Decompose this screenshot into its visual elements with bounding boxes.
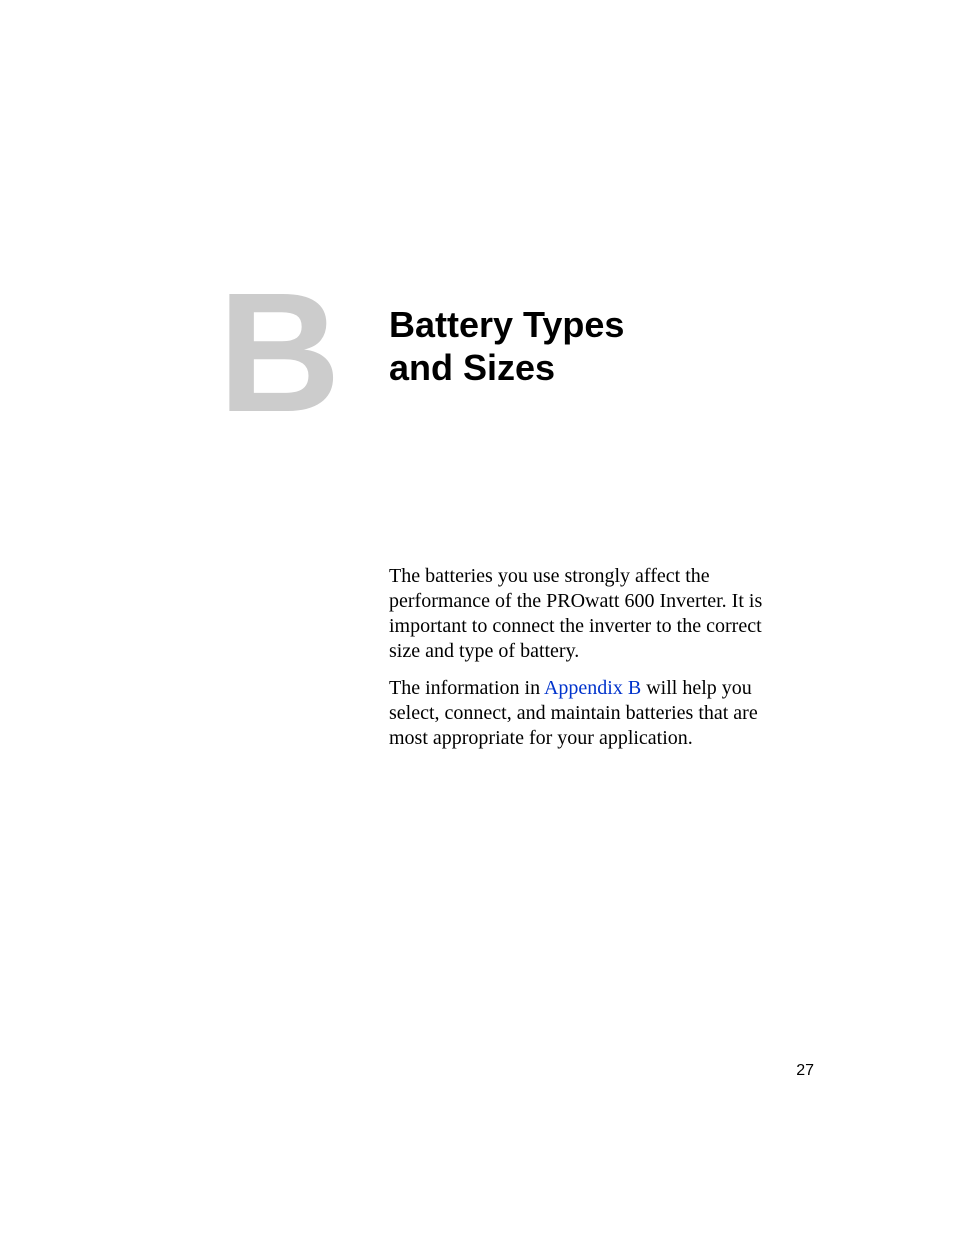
chapter-letter: B — [218, 268, 337, 438]
paragraph-1: The batteries you use strongly affect th… — [389, 564, 789, 664]
body-text: The batteries you use strongly affect th… — [389, 564, 789, 763]
chapter-title-line2: and Sizes — [389, 347, 555, 388]
p2-before: The information in — [389, 677, 544, 699]
document-page: B Battery Types and Sizes The batteries … — [0, 0, 954, 1235]
chapter-title-line1: Battery Types — [389, 304, 624, 345]
paragraph-2: The information in Appendix B will help … — [389, 676, 789, 751]
page-number: 27 — [796, 1062, 814, 1080]
appendix-link[interactable]: Appendix B — [544, 677, 641, 699]
chapter-title: Battery Types and Sizes — [389, 303, 749, 389]
